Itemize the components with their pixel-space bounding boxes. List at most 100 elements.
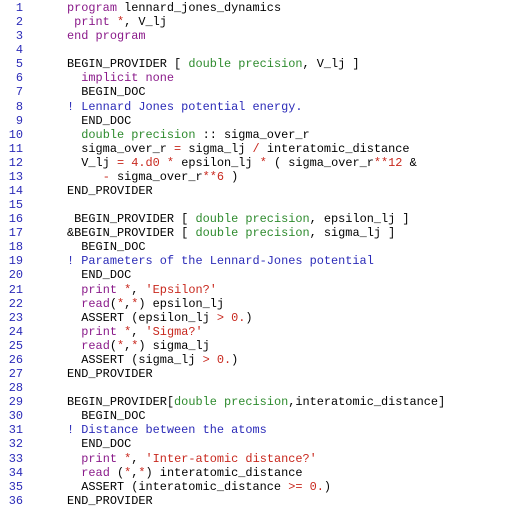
code-token: * (116, 15, 125, 30)
code-token: , (131, 324, 146, 339)
code-token: print (67, 15, 117, 30)
code-line: 11 sigma_over_r = sigma_lj / interatomic… (0, 142, 505, 156)
line-number: 24 (8, 324, 23, 339)
code-token (67, 339, 81, 353)
code-line: 31 ! Distance between the atoms (0, 423, 505, 437)
line-number: 21 (8, 282, 23, 297)
code-token: print (81, 324, 117, 339)
line-number: 25 (8, 338, 23, 353)
line-text: END_PROVIDER (67, 184, 153, 198)
line-text: implicit none (67, 71, 174, 85)
code-token: >= (288, 479, 303, 494)
code-token (67, 466, 81, 480)
line-text: ASSERT (interatomic_distance >= 0.) (67, 480, 331, 494)
line-text: print *, 'Sigma?' (67, 324, 202, 339)
code-token (67, 170, 103, 184)
line-number: 17 (8, 226, 23, 241)
line-text: double precision :: sigma_over_r (67, 127, 309, 142)
code-token: ) (231, 352, 239, 367)
line-number: 29 (8, 395, 23, 410)
code-token: * (124, 324, 132, 339)
code-token: epsilon_lj (174, 155, 260, 170)
code-token: ASSERT (interatomic_distance (67, 479, 289, 494)
code-token: END_PROVIDER (67, 184, 153, 199)
code-line: 1 program lennard_jones_dynamics (0, 1, 505, 15)
code-token: * (131, 296, 139, 311)
line-number: 7 (15, 85, 23, 100)
code-token: > (216, 310, 224, 325)
code-line: 24 print *, 'Sigma?' (0, 325, 505, 339)
code-token: / (252, 141, 260, 156)
line-number: 15 (8, 198, 23, 213)
line-text: sigma_over_r = sigma_lj / interatomic_di… (67, 141, 409, 156)
code-token: = (174, 141, 182, 156)
code-token: ** (202, 169, 217, 184)
code-token (67, 128, 81, 142)
code-token: * (116, 338, 125, 353)
code-token: & (402, 155, 417, 170)
line-number: 35 (8, 479, 23, 494)
code-token: BEGIN_PROVIDER [ (67, 212, 196, 227)
code-token: BEGIN_DOC (67, 240, 146, 255)
line-number: 9 (15, 113, 23, 128)
line-number: 34 (8, 465, 23, 480)
code-token: ( (109, 296, 117, 311)
code-line: 8 ! Lennard Jones potential energy. (0, 100, 505, 114)
line-text: BEGIN_PROVIDER [ double precision, V_lj … (67, 57, 360, 71)
code-token: implicit none (81, 71, 175, 86)
line-number: 36 (8, 493, 23, 508)
code-token (67, 325, 81, 339)
line-number: 13 (8, 169, 23, 184)
code-line: 30 BEGIN_DOC (0, 409, 505, 423)
line-text: ASSERT (sigma_lj > 0.) (67, 353, 238, 367)
code-token: BEGIN_DOC (67, 409, 146, 424)
code-token: = (116, 155, 125, 170)
line-number: 30 (8, 409, 23, 424)
code-token: 'Inter-atomic distance?' (145, 451, 317, 466)
code-token: ,interatomic_distance] (288, 395, 446, 410)
line-number: 27 (8, 367, 23, 382)
code-token: * (124, 282, 132, 297)
code-token: 0. (216, 352, 232, 367)
code-line: 13 - sigma_over_r**6 ) (0, 170, 505, 184)
code-token: 0. (231, 310, 246, 325)
code-line: 4 (0, 43, 505, 57)
code-line: 34 read (*,*) interatomic_distance (0, 466, 505, 480)
code-token: BEGIN_PROVIDER[ (67, 395, 175, 410)
line-text: ! Parameters of the Lennard-Jones potent… (67, 254, 374, 268)
code-token (67, 283, 81, 297)
code-token: , (124, 338, 132, 353)
code-line: 36 END_PROVIDER (0, 494, 505, 508)
code-token: ! Lennard Jones potential energy. (67, 99, 303, 114)
code-token: END_DOC (67, 437, 132, 452)
line-number: 2 (15, 15, 23, 30)
code-token: double precision (81, 127, 196, 142)
code-line: 33 print *, 'Inter-atomic distance?' (0, 452, 505, 466)
code-line: 9 END_DOC (0, 114, 505, 128)
code-token: * (166, 155, 175, 170)
code-token: double precision (174, 395, 289, 410)
code-token: sigma_lj (181, 141, 253, 156)
code-line: 26 ASSERT (sigma_lj > 0.) (0, 353, 505, 367)
code-token (67, 452, 81, 466)
line-text: read(*,*) sigma_lj (67, 338, 209, 353)
code-token: , sigma_lj ] (309, 226, 396, 241)
code-line: 35 ASSERT (interatomic_distance >= 0.) (0, 480, 505, 494)
line-number: 31 (8, 423, 23, 438)
code-line: 27 END_PROVIDER (0, 367, 505, 381)
line-number: 22 (8, 296, 23, 311)
code-token: double precision (188, 57, 303, 72)
line-text: END_PROVIDER (67, 494, 153, 508)
code-line: 19 ! Parameters of the Lennard-Jones pote… (0, 254, 505, 268)
code-token: ( sigma_over_r (266, 155, 374, 170)
code-token: ! Distance between the atoms (67, 423, 267, 438)
code-line: 7 BEGIN_DOC (0, 85, 505, 99)
line-number: 20 (8, 268, 23, 283)
code-token: * (116, 296, 125, 311)
line-number: 28 (8, 381, 23, 396)
code-token: print (81, 282, 117, 297)
code-token: * (138, 465, 146, 480)
code-token (302, 480, 309, 494)
line-text: &BEGIN_PROVIDER [ double precision, sigm… (67, 226, 395, 240)
